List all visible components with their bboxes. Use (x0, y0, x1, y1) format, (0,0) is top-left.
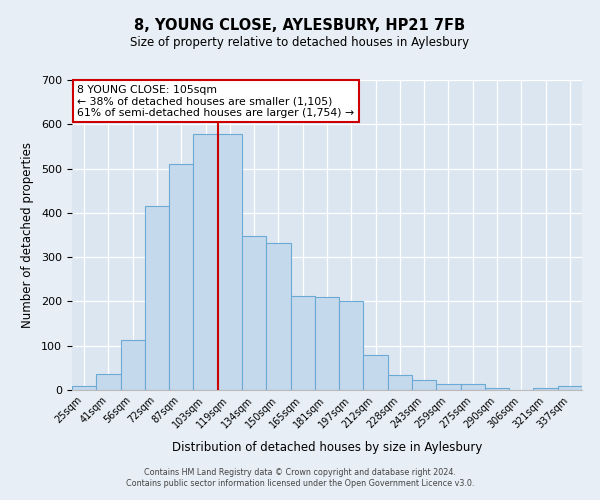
Bar (145, 206, 169, 390)
Bar (72, 386, 96, 390)
Bar (461, 384, 485, 390)
Bar (315, 297, 339, 390)
Bar (218, 134, 242, 390)
Bar (121, 340, 145, 390)
Y-axis label: Number of detached properties: Number of detached properties (21, 142, 34, 328)
Bar (533, 388, 558, 390)
Text: 8, YOUNG CLOSE, AYLESBURY, HP21 7FB: 8, YOUNG CLOSE, AYLESBURY, HP21 7FB (134, 18, 466, 32)
Bar (266, 242, 290, 390)
Bar (169, 164, 193, 390)
Bar (96, 374, 121, 390)
Bar (436, 384, 461, 390)
Bar (364, 354, 388, 390)
Bar (193, 134, 218, 390)
Text: Size of property relative to detached houses in Aylesbury: Size of property relative to detached ho… (130, 36, 470, 49)
Bar (388, 374, 412, 390)
Text: Contains HM Land Registry data © Crown copyright and database right 2024.
Contai: Contains HM Land Registry data © Crown c… (126, 468, 474, 487)
X-axis label: Distribution of detached houses by size in Aylesbury: Distribution of detached houses by size … (172, 441, 482, 454)
Bar (558, 386, 582, 390)
Text: 8 YOUNG CLOSE: 105sqm
← 38% of detached houses are smaller (1,105)
61% of semi-d: 8 YOUNG CLOSE: 105sqm ← 38% of detached … (77, 84, 354, 118)
Bar (485, 388, 509, 390)
Bar (290, 296, 315, 390)
Bar (242, 236, 266, 390)
Bar (339, 302, 364, 390)
Bar (412, 380, 436, 390)
